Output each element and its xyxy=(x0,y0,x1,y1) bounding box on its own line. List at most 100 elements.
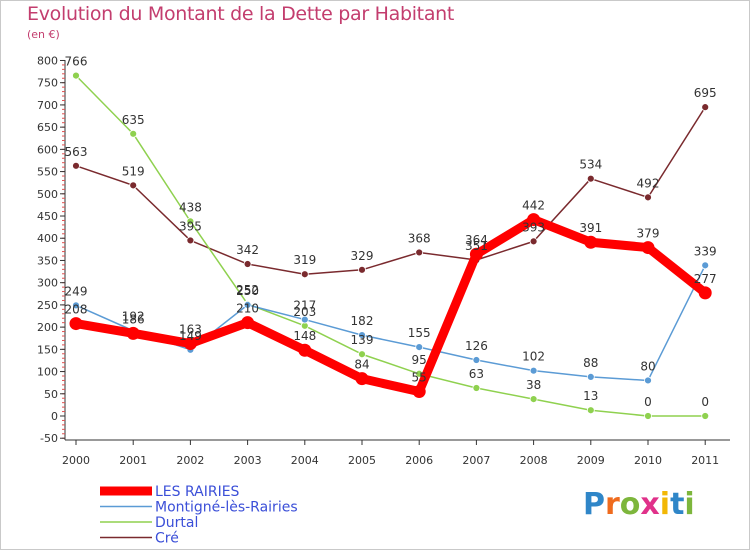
y-tick-label: -50 xyxy=(40,432,58,445)
y-tick-label: 300 xyxy=(37,277,58,290)
series-layer xyxy=(69,71,712,420)
data-point xyxy=(69,317,83,331)
logo-letter: i xyxy=(659,487,671,522)
series-line xyxy=(75,74,706,417)
data-label: 364 xyxy=(465,233,488,247)
data-label: 148 xyxy=(293,329,316,343)
data-label: 88 xyxy=(583,356,598,370)
y-tick-label: 200 xyxy=(37,321,58,334)
x-tick-label: 2004 xyxy=(291,454,319,467)
data-label: 368 xyxy=(408,231,431,245)
y-tick-label: 750 xyxy=(37,77,58,90)
data-label: 80 xyxy=(640,359,655,373)
data-label: 126 xyxy=(465,339,488,353)
data-point xyxy=(358,265,366,274)
data-point xyxy=(529,366,538,375)
data-point xyxy=(358,331,366,340)
x-tick-label: 2008 xyxy=(520,454,548,467)
data-point xyxy=(72,161,80,170)
logo-letter: x xyxy=(640,487,660,522)
data-point xyxy=(129,181,138,190)
series-line xyxy=(71,215,710,397)
data-label: 38 xyxy=(526,378,541,392)
data-label: 84 xyxy=(354,358,369,372)
data-point xyxy=(415,343,424,352)
x-tick-label: 2007 xyxy=(462,454,490,467)
x-tick-label: 2011 xyxy=(691,454,719,467)
data-labels: 563 519 395 342 319 329 368 351 393 534 492 695 766 6… xyxy=(65,55,717,409)
data-label: 277 xyxy=(694,272,717,286)
data-label: 695 xyxy=(694,86,717,100)
data-label: 192 xyxy=(122,310,145,324)
x-tick-label: 2009 xyxy=(577,454,605,467)
data-point xyxy=(644,193,652,202)
x-tick-label: 2003 xyxy=(234,454,262,467)
data-label: 492 xyxy=(637,176,660,190)
data-label: 519 xyxy=(122,164,145,178)
legend-entry: Montigné-lès-Rairies xyxy=(155,500,298,516)
data-point xyxy=(243,260,252,268)
data-label: 139 xyxy=(351,333,374,347)
data-label: 208 xyxy=(65,303,88,317)
data-label: 766 xyxy=(65,55,88,69)
x-tick-label: 2010 xyxy=(634,454,662,467)
x-tick-label: 2002 xyxy=(176,454,204,467)
legend-entry: LES RAIRIES xyxy=(155,484,240,500)
data-point xyxy=(586,372,595,381)
data-point xyxy=(355,372,369,386)
logo-letter: o xyxy=(619,487,641,522)
series-line xyxy=(75,106,706,275)
data-label: 635 xyxy=(122,113,145,127)
data-label: 391 xyxy=(579,221,602,235)
data-point xyxy=(129,129,138,138)
data-point xyxy=(469,247,483,261)
data-point xyxy=(584,235,598,249)
data-label: 55 xyxy=(412,371,427,385)
series-line xyxy=(75,264,706,382)
x-tick-label: 2000 xyxy=(62,454,90,467)
data-point xyxy=(72,301,80,310)
y-tick-label: 650 xyxy=(37,121,58,134)
data-label: 13 xyxy=(583,389,598,403)
data-label: 379 xyxy=(637,227,660,241)
data-point xyxy=(472,384,481,392)
data-label: 252 xyxy=(236,283,259,297)
data-point xyxy=(644,412,652,420)
data-point xyxy=(300,315,309,324)
data-label: 210 xyxy=(236,302,259,316)
data-point xyxy=(358,350,366,359)
data-point xyxy=(698,286,712,300)
y-tick-label: 0 xyxy=(51,410,58,423)
data-point xyxy=(300,270,309,279)
data-label: 186 xyxy=(122,312,145,326)
data-point xyxy=(298,343,312,357)
data-label: 163 xyxy=(179,323,202,337)
data-point xyxy=(641,241,655,255)
data-point xyxy=(644,376,652,385)
data-label: 351 xyxy=(465,239,488,253)
data-label: 102 xyxy=(522,350,545,364)
chart-subtitle: (en €) xyxy=(27,28,60,41)
data-point xyxy=(527,213,541,227)
y-tick-label: 800 xyxy=(37,54,58,67)
data-point xyxy=(415,248,424,257)
y-tick-label: 600 xyxy=(37,143,58,156)
data-point xyxy=(186,217,195,226)
data-label: 329 xyxy=(351,249,374,263)
data-point xyxy=(412,385,426,399)
logo-letter: P xyxy=(583,487,605,522)
legend-entry: Durtal xyxy=(155,515,198,531)
data-label: 149 xyxy=(179,329,202,343)
data-label: 0 xyxy=(644,395,652,409)
y-tick-label: 100 xyxy=(37,366,58,379)
x-tick-label: 2001 xyxy=(119,454,147,467)
data-label: 319 xyxy=(293,253,316,267)
data-point xyxy=(183,337,197,351)
data-point xyxy=(126,326,140,340)
data-label: 95 xyxy=(412,353,427,367)
y-tick-label: 550 xyxy=(37,166,58,179)
data-label: 393 xyxy=(522,220,545,234)
